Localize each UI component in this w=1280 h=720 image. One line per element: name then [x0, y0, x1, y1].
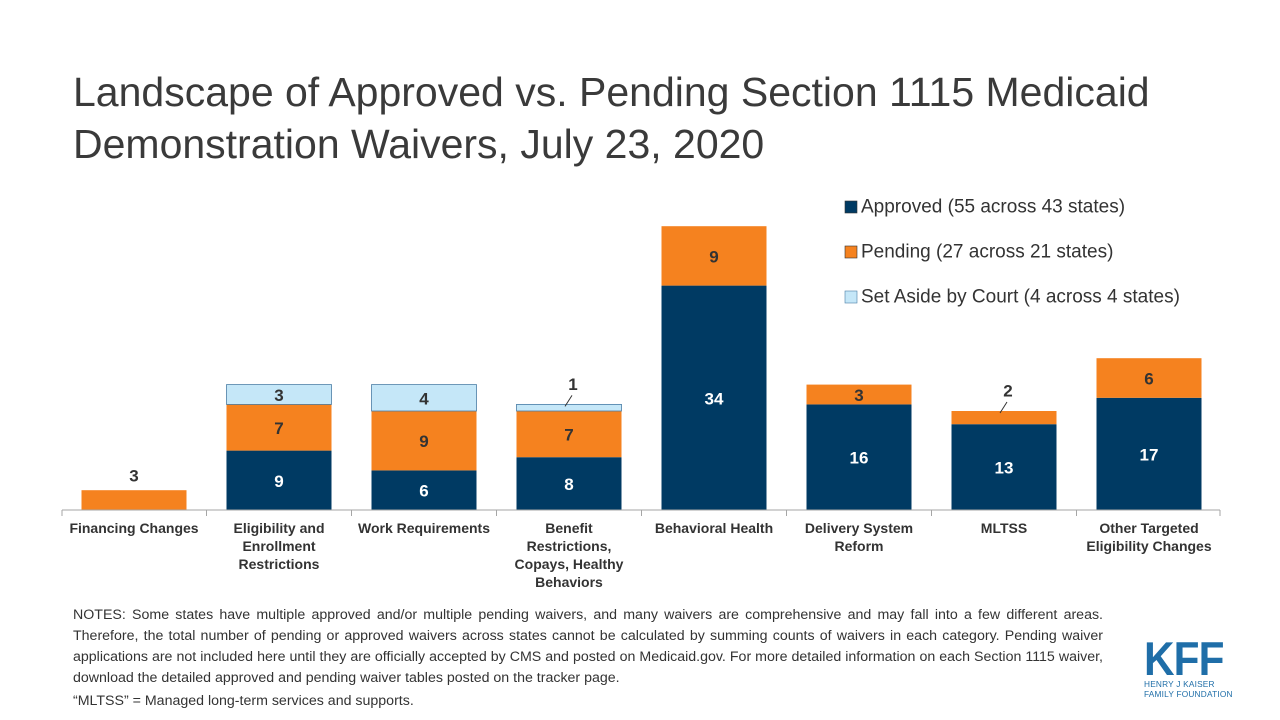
bar-benefit-restrictions-copays-healthy-behaviors-pending — [516, 411, 622, 458]
category-label-line: MLTSS — [981, 520, 1027, 536]
category-label-delivery-system-reform: Delivery System Reform — [805, 520, 913, 554]
value-label-behavioral-health-pending: 9 — [709, 247, 718, 266]
category-label-line: Restrictions, — [527, 538, 612, 554]
bar-work-requirements-set-aside-by-court — [371, 384, 477, 412]
chart-title: Landscape of Approved vs. Pending Sectio… — [73, 66, 1233, 170]
value-label-eligibility-and-enrollment-restrictions-pending: 7 — [274, 419, 283, 438]
category-label-work-requirements: Work Requirements — [358, 520, 490, 536]
category-label-line: Eligibility Changes — [1086, 538, 1211, 554]
bar-eligibility-and-enrollment-restrictions-set-aside-by-court — [226, 384, 332, 405]
legend-label-pending: Pending (27 across 21 states) — [861, 242, 1113, 263]
kff-logo-mark: KFF — [1144, 632, 1224, 685]
stacked-bar-chart: Approved (55 across 43 states) Pending (2… — [61, 197, 1221, 590]
category-label-line: Work Requirements — [358, 520, 490, 536]
category-label-line: Copays, Healthy — [515, 556, 624, 572]
category-label-line: Other Targeted — [1099, 520, 1198, 536]
bar-other-targeted-eligibility-changes-pending — [1096, 358, 1202, 398]
value-label-work-requirements-set-aside-by-court: 4 — [419, 389, 429, 408]
bar-benefit-restrictions-copays-healthy-behaviors-set-aside-by-court — [516, 403, 622, 412]
value-label-mltss-pending: 2 — [1003, 382, 1012, 401]
chart-title-line-2: Demonstration Waivers, July 23, 2020 — [73, 121, 765, 167]
legend-label-set-aside-by-court: Set Aside by Court (4 across 4 states) — [861, 287, 1180, 308]
category-label-benefit-restrictions-copays-healthy-behaviors: Benefit Restrictions, Copays, Healthy Behav… — [515, 520, 624, 590]
bar-eligibility-and-enrollment-restrictions-pending — [226, 404, 332, 451]
value-label-financing-changes-pending: 3 — [129, 467, 138, 486]
value-label-work-requirements-approved: 6 — [419, 482, 428, 501]
value-label-behavioral-health-approved: 34 — [705, 389, 724, 408]
value-label-benefit-restrictions-copays-healthy-behaviors-approved: 8 — [564, 475, 573, 494]
kff-logo-line-1: HENRY J KAISER — [1144, 679, 1215, 689]
bar-benefit-restrictions-copays-healthy-behaviors-approved — [516, 457, 622, 510]
notes-definition: “MLTSS” = Managed long-term services and… — [73, 693, 414, 709]
chart-legend: Approved (55 across 43 states) Pending (2… — [844, 197, 1180, 308]
category-label-mltss: MLTSS — [981, 520, 1027, 536]
bar-eligibility-and-enrollment-restrictions-approved — [226, 450, 332, 510]
category-label-line: Delivery System — [805, 520, 913, 536]
bar-behavioral-health-pending — [661, 226, 767, 286]
legend-label-approved: Approved (55 across 43 states) — [861, 197, 1125, 218]
callout-leader-benefit-restrictions-copays-healthy-behaviors — [564, 395, 573, 407]
bar-delivery-system-reform-pending — [806, 384, 912, 405]
bar-mltss-approved — [951, 424, 1057, 510]
x-axis-category-labels: Financing Changes Eligibility and Enrollme… — [69, 520, 1211, 590]
value-label-delivery-system-reform-pending: 3 — [854, 386, 863, 405]
category-label-line: Enrollment — [242, 538, 315, 554]
value-label-other-targeted-eligibility-changes-approved: 17 — [1140, 445, 1159, 464]
kff-logo-line-2: FAMILY FOUNDATION — [1144, 688, 1233, 699]
legend-swatch-pending — [844, 245, 858, 259]
value-label-work-requirements-pending: 9 — [419, 432, 428, 451]
x-axis-ticks — [61, 510, 1221, 516]
callout-leader-mltss — [999, 401, 1008, 414]
kff-logo: KFF HENRY J KAISER FAMILY FOUNDATION — [1144, 632, 1244, 699]
bars-layer: 3 9 7 3 6 9 4 8 7 1 34 9 16 3 13 2 17 6 — [81, 226, 1202, 510]
category-label-eligibility-and-enrollment-restrictions: Eligibility and Enrollment Restrictions — [233, 520, 324, 572]
value-label-eligibility-and-enrollment-restrictions-approved: 9 — [274, 472, 283, 491]
bar-other-targeted-eligibility-changes-approved — [1096, 397, 1202, 510]
category-label-line: Reform — [834, 538, 883, 554]
chart-notes: NOTES: Some states have multiple approve… — [73, 605, 1103, 712]
category-label-behavioral-health: Behavioral Health — [655, 520, 773, 536]
chart-title-line-1: Landscape of Approved vs. Pending Sectio… — [73, 69, 1150, 115]
category-label-other-targeted-eligibility-changes: Other Targeted Eligibility Changes — [1086, 520, 1211, 554]
category-label-line: Benefit — [545, 520, 593, 536]
category-label-line: Behaviors — [535, 574, 603, 590]
value-label-benefit-restrictions-copays-healthy-behaviors-pending: 7 — [564, 426, 573, 445]
bar-delivery-system-reform-approved — [806, 404, 912, 510]
value-label-delivery-system-reform-approved: 16 — [850, 449, 869, 468]
bar-work-requirements-approved — [371, 470, 477, 510]
bar-mltss-pending — [951, 411, 1057, 425]
category-label-line: Restrictions — [239, 556, 320, 572]
legend-swatch-approved — [844, 200, 858, 214]
notes-text: NOTES: Some states have multiple approve… — [73, 607, 1103, 686]
bar-work-requirements-pending — [371, 411, 477, 471]
value-label-other-targeted-eligibility-changes-pending: 6 — [1144, 370, 1153, 389]
category-label-line: Behavioral Health — [655, 520, 773, 536]
value-label-mltss-approved: 13 — [995, 459, 1014, 478]
category-label-line: Eligibility and — [233, 520, 324, 536]
category-label-line: Financing Changes — [69, 520, 198, 536]
value-label-eligibility-and-enrollment-restrictions-set-aside-by-court: 3 — [274, 386, 283, 405]
legend-swatch-set-aside-by-court — [844, 290, 858, 304]
value-label-benefit-restrictions-copays-healthy-behaviors-set-aside-by-court: 1 — [568, 375, 577, 394]
bar-financing-changes-pending — [81, 490, 187, 510]
bar-behavioral-health-approved — [661, 285, 767, 510]
category-label-financing-changes: Financing Changes — [69, 520, 198, 536]
